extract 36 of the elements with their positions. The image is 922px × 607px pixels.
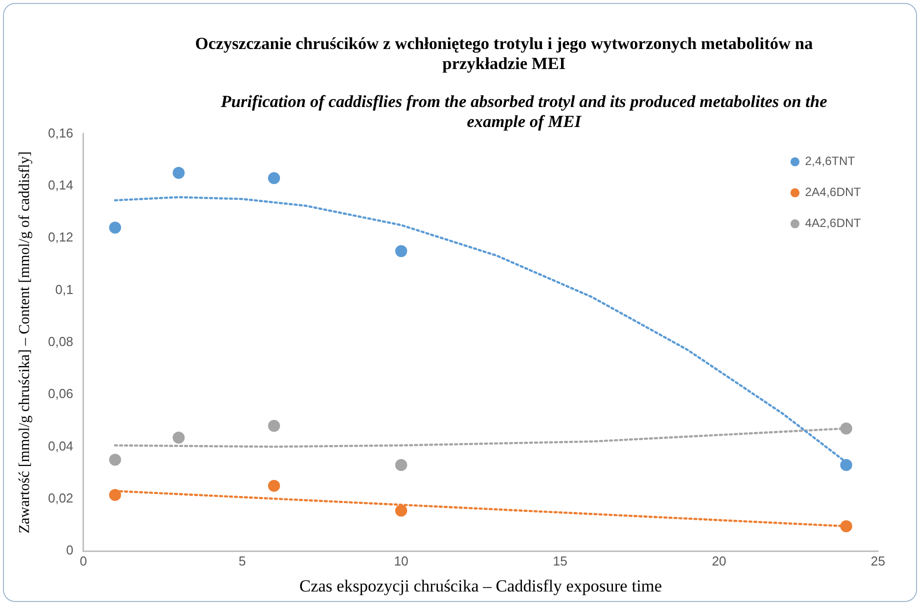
y-tick-label: 0,08 [48, 334, 74, 349]
point [268, 420, 280, 432]
x-tick-label: 0 [80, 553, 87, 568]
legend-label: 2A4,6DNT [804, 185, 862, 200]
y-tick-label: 0,16 [48, 125, 74, 140]
y-axis-title: Zawartość [mmol/g chruścika] – Content [mmol/g of caddisfly] [16, 151, 33, 534]
y-tick-label: 0 [66, 542, 74, 558]
legend-label: 2,4,6TNT [804, 154, 856, 168]
y-tick-label: 0,12 [48, 230, 74, 245]
y-tick-label: 0,1 [55, 282, 74, 297]
y-tick-label: 0,06 [48, 386, 74, 402]
point [109, 222, 122, 234]
y-tick-label: 0,02 [48, 490, 74, 506]
chart-subtitle: Purification of caddisflies from the absorbed trotyl and its produced metabolites on the example of MEI [220, 92, 828, 132]
point [840, 520, 852, 532]
chart-title: Oczyszczanie chruścików z wchłoniętego trotylu i jego wytworzonych metabolitów na przykładzie MEI [194, 34, 814, 74]
point [109, 454, 122, 466]
point [109, 488, 122, 501]
point [395, 458, 408, 471]
legend-label: 4A2,6DNT [804, 216, 862, 230]
x-tick-label: 5 [238, 553, 246, 568]
point [840, 458, 852, 471]
x-tick-label: 20 [712, 553, 726, 568]
point [395, 245, 408, 258]
x-tick-label: 25 [870, 553, 886, 568]
y-tick-label: 0,04 [48, 438, 74, 454]
point [395, 504, 408, 517]
x-axis-title: Czas ekspozycji chruścika – Caddisfly exposure time [299, 576, 662, 596]
y-tick-label: 0,14 [48, 178, 74, 193]
x-tick-label: 10 [394, 553, 408, 568]
point [172, 166, 185, 179]
x-tick-label: 15 [552, 553, 568, 568]
point [172, 432, 185, 444]
point [840, 422, 852, 434]
point [268, 480, 280, 492]
point [268, 172, 280, 184]
